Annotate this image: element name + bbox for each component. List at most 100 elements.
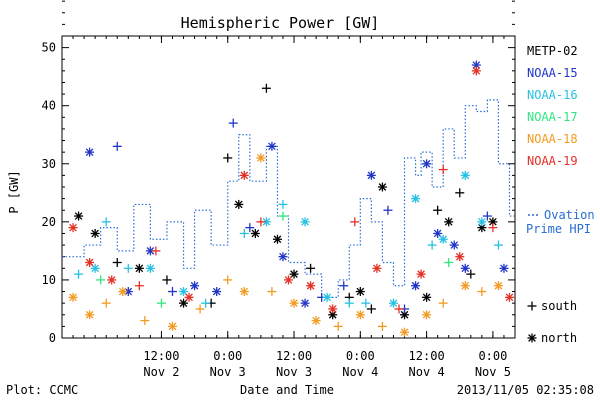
x-tick-label-date: Nov 5 xyxy=(475,365,511,379)
north-marker-noaa-19 xyxy=(471,66,481,76)
north-marker-noaa-16 xyxy=(300,217,310,227)
north-marker-noaa-16 xyxy=(388,298,398,308)
north-marker-noaa-16 xyxy=(179,287,189,297)
north-marker-noaa-19 xyxy=(328,304,338,314)
north-marker-metp-02 xyxy=(328,310,338,320)
legend-symbol-label-south: south xyxy=(541,299,577,313)
north-marker-noaa-15 xyxy=(471,60,481,70)
south-marker-noaa-16 xyxy=(427,240,437,250)
series-legend: METP-02 NOAA-15 NOAA-16 NOAA-17 NOAA-18 NOAA-… xyxy=(527,44,578,168)
legend-noaa-16: NOAA-16 xyxy=(527,88,578,102)
south-marker-metp-02 xyxy=(466,269,476,279)
x-axis-label: Date and Time xyxy=(240,383,334,397)
north-marker-noaa-16 xyxy=(90,263,100,273)
south-marker-metp-02 xyxy=(306,263,316,273)
south-marker-noaa-16 xyxy=(101,217,111,227)
south-marker-noaa-15 xyxy=(339,281,349,291)
legend-noaa-17: NOAA-17 xyxy=(527,110,578,124)
footer-timestamp: 2013/11/05 02:35:08 xyxy=(457,383,594,397)
north-marker-noaa-16 xyxy=(411,194,421,204)
x-tick-label-time: 12:00 xyxy=(409,349,445,363)
south-marker-noaa-16 xyxy=(201,298,211,308)
north-marker-noaa-15 xyxy=(267,141,277,151)
north-marker-metp-02 xyxy=(355,287,365,297)
north-marker-metp-02 xyxy=(377,182,387,192)
north-marker-noaa-15 xyxy=(422,159,432,169)
north-marker-metp-02 xyxy=(134,263,144,273)
x-tick-label-time: 0:00 xyxy=(346,349,375,363)
north-marker-noaa-16 xyxy=(460,170,470,180)
north-marker-noaa-16 xyxy=(145,263,155,273)
north-marker-noaa-15 xyxy=(449,240,459,250)
legend-noaa-19: NOAA-19 xyxy=(527,154,578,168)
north-marker-noaa-18 xyxy=(239,287,249,297)
north-marker-noaa-15 xyxy=(278,252,288,262)
legend-symbol-south xyxy=(527,301,537,311)
x-axis-ticks: 12:00 Nov 2 0:00 Nov 3 12:00 Nov 3 0:00 Nov 4 12… xyxy=(61,36,516,379)
north-marker-noaa-15 xyxy=(460,263,470,273)
north-marker-noaa-15 xyxy=(499,263,509,273)
north-marker-noaa-15 xyxy=(212,287,222,297)
north-marker-metp-02 xyxy=(444,217,454,227)
south-marker-noaa-17 xyxy=(156,298,166,308)
y-tick-label: 40 xyxy=(42,99,56,113)
north-marker-noaa-15 xyxy=(411,281,421,291)
data-markers xyxy=(68,60,514,337)
legend-noaa-18: NOAA-18 xyxy=(527,132,578,146)
south-marker-noaa-16 xyxy=(361,298,371,308)
ovation-legend-label-2: Prime HPI xyxy=(526,222,591,236)
north-marker-noaa-18 xyxy=(311,316,321,326)
south-marker-noaa-18 xyxy=(438,298,448,308)
north-marker-noaa-16 xyxy=(477,217,487,227)
south-marker-noaa-17 xyxy=(444,258,454,267)
south-marker-noaa-17 xyxy=(278,211,288,221)
x-tick-label-date: Nov 3 xyxy=(210,365,246,379)
south-marker-noaa-15 xyxy=(167,287,177,297)
south-marker-noaa-19 xyxy=(394,304,404,314)
north-marker-metp-02 xyxy=(400,310,410,320)
x-tick-label-time: 0:00 xyxy=(478,349,507,363)
south-marker-noaa-15 xyxy=(383,205,393,215)
south-marker-noaa-19 xyxy=(488,223,498,233)
north-marker-metp-02 xyxy=(90,228,100,238)
north-marker-metp-02 xyxy=(477,223,487,233)
north-marker-noaa-18 xyxy=(289,298,299,308)
north-marker-noaa-19 xyxy=(239,170,249,180)
north-marker-noaa-19 xyxy=(68,223,78,233)
north-marker-noaa-18 xyxy=(400,327,410,337)
north-marker-noaa-19 xyxy=(107,275,117,285)
y-tick-label: 30 xyxy=(42,157,56,171)
north-marker-noaa-15 xyxy=(190,281,200,291)
x-tick-label-date: Nov 3 xyxy=(276,365,312,379)
y-tick-label: 50 xyxy=(42,41,56,55)
y-axis-ticks: 0 10 20 30 40 50 xyxy=(42,0,515,345)
north-marker-noaa-18 xyxy=(68,292,78,302)
north-marker-noaa-19 xyxy=(372,263,382,273)
symbol-legend: south north xyxy=(527,299,577,345)
north-marker-noaa-15 xyxy=(366,170,376,180)
south-marker-noaa-19 xyxy=(134,281,144,291)
legend-metp-02: METP-02 xyxy=(527,44,578,58)
north-marker-noaa-15 xyxy=(300,298,310,308)
south-marker-noaa-18 xyxy=(377,321,387,331)
north-marker-noaa-18 xyxy=(85,310,95,320)
north-marker-noaa-18 xyxy=(118,287,128,297)
north-marker-noaa-16 xyxy=(322,292,332,302)
south-marker-metp-02 xyxy=(433,205,443,215)
north-marker-noaa-19 xyxy=(284,275,293,285)
north-marker-metp-02 xyxy=(250,228,260,238)
south-marker-noaa-16 xyxy=(493,240,503,250)
y-tick-label: 0 xyxy=(49,331,56,345)
ovation-legend: Ovation Prime HPI xyxy=(526,208,595,236)
north-marker-metp-02 xyxy=(422,292,432,302)
north-marker-metp-02 xyxy=(74,211,84,221)
north-marker-noaa-16 xyxy=(438,234,448,244)
legend-symbol-north xyxy=(527,333,537,343)
footer-plot-credit: Plot: CCMC xyxy=(6,383,78,397)
north-marker-metp-02 xyxy=(289,269,299,279)
north-marker-metp-02 xyxy=(179,298,189,308)
north-marker-noaa-19 xyxy=(184,292,194,302)
south-marker-noaa-18 xyxy=(195,304,205,314)
south-marker-noaa-15 xyxy=(228,118,238,128)
x-tick-label-time: 12:00 xyxy=(143,349,179,363)
